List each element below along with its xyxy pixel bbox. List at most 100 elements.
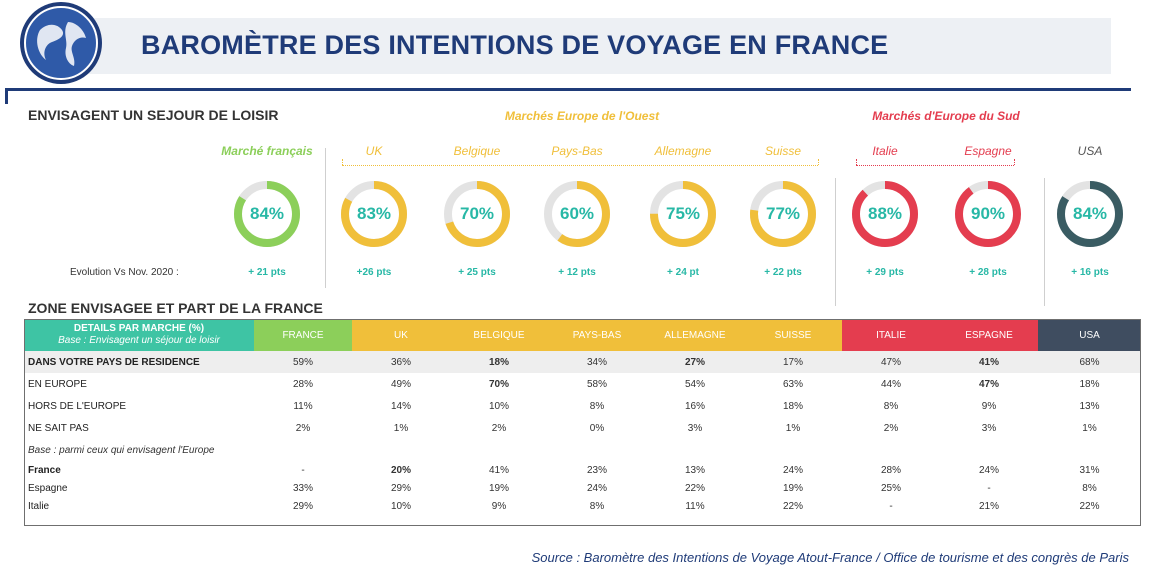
table-cell: 29%: [390, 482, 411, 494]
table-cell: 13%: [1079, 400, 1100, 412]
donut-arc-3: [444, 181, 510, 247]
table-row: DANS VOTRE PAYS DE RESIDENCE 59% 36% 18% 34%…: [24, 351, 1141, 373]
evolution-label: Evolution Vs Nov. 2020 :: [70, 267, 179, 278]
table-header-allemagne: ALLEMAGNE: [646, 319, 744, 351]
table-cell: 34%: [548, 351, 646, 373]
table-cell: 22%: [684, 482, 705, 494]
evolution-value-4: + 12 pts: [558, 267, 596, 278]
table-cell: 9%: [981, 400, 997, 412]
table-header-suisse: SUISSE: [744, 319, 842, 351]
table-cell: 8%: [589, 400, 605, 412]
evolution-value-8: + 28 pts: [969, 267, 1007, 278]
table-cell: 17%: [744, 351, 842, 373]
market-name-4: Pays-Bas: [551, 144, 603, 158]
donut-1: [234, 181, 300, 247]
table-cell: 19%: [782, 482, 803, 494]
donut-value-9: 84%: [1072, 204, 1108, 223]
globe-icon: [20, 2, 102, 84]
table-header-title: DETAILS PAR MARCHE (%): [73, 323, 205, 334]
donut-9: [1057, 181, 1123, 247]
donut-7: [852, 181, 918, 247]
donut-6: [750, 181, 816, 247]
table-header-details: DETAILS PAR MARCHE (%) Base : Envisagent…: [24, 319, 254, 351]
table-cell: 68%: [1038, 351, 1141, 373]
table-cell: 58%: [586, 378, 607, 390]
table-cell: 0%: [589, 422, 605, 434]
table-base-note-row: Base : parmi ceux qui envisagent l'Europ…: [24, 439, 1141, 461]
table-cell: 13%: [684, 464, 705, 476]
table-cell: 20%: [390, 464, 411, 476]
group-bracket-south: [856, 165, 1014, 166]
table-header-france: FRANCE: [254, 319, 352, 351]
group-bracket-south-left: [856, 159, 857, 165]
table-cell: 1%: [1082, 422, 1097, 434]
table-cell: 28%: [880, 464, 901, 476]
group-label-south: Marchés d'Europe du Sud: [872, 109, 1020, 123]
table-row-label: EN EUROPE: [28, 378, 87, 390]
donut-arc-9: [1057, 181, 1123, 247]
table-cell: 25%: [880, 482, 901, 494]
table-cell: 18%: [1079, 378, 1100, 390]
donut-value-4: 60%: [559, 204, 595, 223]
table-cell: 24%: [978, 464, 999, 476]
table-cell: 8%: [883, 400, 899, 412]
table-cell: 44%: [880, 378, 901, 390]
table-cell: 54%: [684, 378, 705, 390]
table-cell: 11%: [685, 500, 705, 512]
table-row-label: France: [28, 464, 61, 476]
donut-arc-1: [234, 181, 300, 247]
donut-value-1: 84%: [249, 204, 285, 223]
table-cell: 1%: [785, 422, 801, 434]
table-cell: 23%: [586, 464, 607, 476]
table-cell: 41%: [488, 464, 509, 476]
group-bracket-west: [342, 165, 818, 166]
table-row: Espagne 33% 29% 19% 24% 22% 19% 25% - 8%: [24, 479, 1141, 497]
table-row: EN EUROPE 28% 49% 70% 58% 54% 63% 44% 47% 18%: [24, 373, 1141, 395]
table-cell: -: [301, 464, 305, 476]
donut-arc-5: [650, 181, 716, 247]
donut-value-8: 90%: [970, 204, 1006, 223]
market-name-1: Marché français: [221, 144, 313, 158]
table-row-label: Espagne: [28, 482, 68, 494]
table-cell: 10%: [390, 500, 411, 512]
table-cell: 3%: [687, 422, 703, 434]
table-cell: 11%: [293, 400, 313, 412]
table-cell: 3%: [981, 422, 997, 434]
header-divider-tick: [5, 88, 8, 104]
market-name-5: Allemagne: [654, 144, 712, 158]
donut-value-3: 70%: [459, 204, 495, 223]
table-cell: 41%: [940, 351, 1038, 373]
table-cell: -: [987, 482, 991, 494]
market-name-8: Espagne: [964, 144, 1012, 158]
donut-8: [955, 181, 1021, 247]
header-banner: [60, 18, 1111, 74]
table-row-label: NE SAIT PAS: [28, 422, 89, 434]
evolution-value-5: + 24 pt: [667, 267, 699, 278]
table-cell: 70%: [488, 378, 509, 390]
table-row: Italie 29% 10% 9% 8% 11% 22% - 21% 22%: [24, 497, 1141, 515]
table-cell: 36%: [352, 351, 450, 373]
section-title-zone: ZONE ENVISAGEE ET PART DE LA FRANCE: [28, 300, 323, 316]
donut-arc-2: [341, 181, 407, 247]
donut-arc-4: [544, 181, 610, 247]
donut-value-2: 83%: [356, 204, 392, 223]
evolution-value-3: + 25 pts: [458, 267, 496, 278]
table-cell: 19%: [488, 482, 509, 494]
table-header-espagne: ESPAGNE: [940, 319, 1038, 351]
donut-arc-8: [955, 181, 1021, 247]
table-cell: 47%: [842, 351, 940, 373]
table-cell: 28%: [292, 378, 313, 390]
table-cell: 9%: [491, 500, 507, 512]
donut-4: [544, 181, 610, 247]
table-cell: 1%: [393, 422, 409, 434]
table-row-label: HORS DE L'EUROPE: [28, 400, 127, 412]
table-row: NE SAIT PAS 2% 1% 2% 0% 3% 1% 2% 3% 1%: [24, 417, 1141, 439]
table-row: HORS DE L'EUROPE 11% 14% 10% 8% 16% 18% 8% 9% 13%: [24, 395, 1141, 417]
table-cell: 27%: [646, 351, 744, 373]
table-cell: 21%: [978, 500, 999, 512]
table-header-subtitle: Base : Envisagent un séjour de loisir: [58, 335, 220, 346]
table-cell: 29%: [292, 500, 313, 512]
donut-5: [650, 181, 716, 247]
donut-value-6: 77%: [765, 204, 801, 223]
evolution-value-2: +26 pts: [356, 267, 392, 278]
